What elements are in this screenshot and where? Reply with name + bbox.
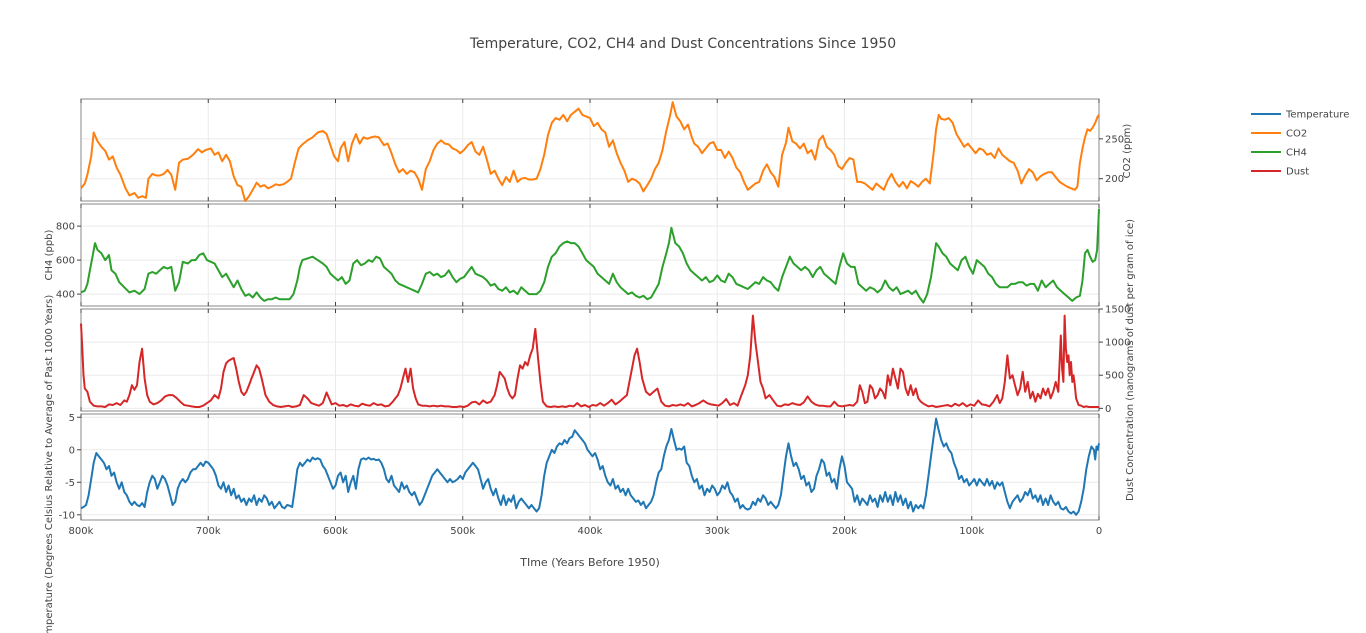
legend-label-ch4: CH4 bbox=[1286, 148, 1307, 159]
y-tick-label: 200 bbox=[1105, 174, 1124, 185]
y-tick-label: 1000 bbox=[1105, 338, 1130, 349]
x-tick-label: 200k bbox=[832, 526, 857, 537]
x-tick-label: 300k bbox=[705, 526, 730, 537]
legend-label-co2: CO2 bbox=[1286, 129, 1307, 140]
y-tick-label: -5 bbox=[65, 478, 75, 489]
x-tick-label: 400k bbox=[578, 526, 603, 537]
y-tick-label: -10 bbox=[59, 510, 75, 521]
x-tick-label: 100k bbox=[959, 526, 984, 537]
chart-title: Temperature, CO2, CH4 and Dust Concentra… bbox=[469, 36, 897, 52]
x-tick-label: 500k bbox=[450, 526, 475, 537]
x-tick-label: 0 bbox=[1096, 526, 1102, 537]
legend-label-temperature: Temperature bbox=[1285, 110, 1349, 121]
y-tick-label: 0 bbox=[1105, 404, 1111, 415]
y-tick-label: 250 bbox=[1105, 134, 1124, 145]
y-axis-title-dust: Dust Concentration (nanograms of dust pe… bbox=[1125, 219, 1136, 501]
y-tick-label: 500 bbox=[1105, 371, 1124, 382]
y-axis-title-temperature: Temperature (Degrees Celsius Relative to… bbox=[44, 295, 55, 633]
legend-label-dust: Dust bbox=[1286, 167, 1309, 178]
series-line-co2 bbox=[80, 101, 1100, 202]
x-tick-label: 600k bbox=[323, 526, 348, 537]
y-axis-title-ch4: CH4 (ppb) bbox=[44, 229, 55, 280]
x-axis-title: TIme (Years Before 1950) bbox=[519, 556, 660, 569]
y-tick-label: 400 bbox=[56, 290, 75, 301]
y-tick-label: 1500 bbox=[1105, 305, 1130, 316]
series-line-temperature bbox=[80, 417, 1100, 516]
series-line-dust bbox=[80, 314, 1099, 408]
y-tick-label: 5 bbox=[69, 413, 75, 424]
x-tick-label: 700k bbox=[196, 526, 221, 537]
series-line-ch4 bbox=[80, 209, 1100, 304]
x-tick-label: 800k bbox=[69, 526, 94, 537]
y-tick-label: 800 bbox=[56, 222, 75, 233]
y-tick-label: 0 bbox=[69, 445, 75, 456]
y-axis-title-co2: CO2 (ppm) bbox=[1122, 124, 1133, 179]
y-tick-label: 600 bbox=[56, 256, 75, 267]
